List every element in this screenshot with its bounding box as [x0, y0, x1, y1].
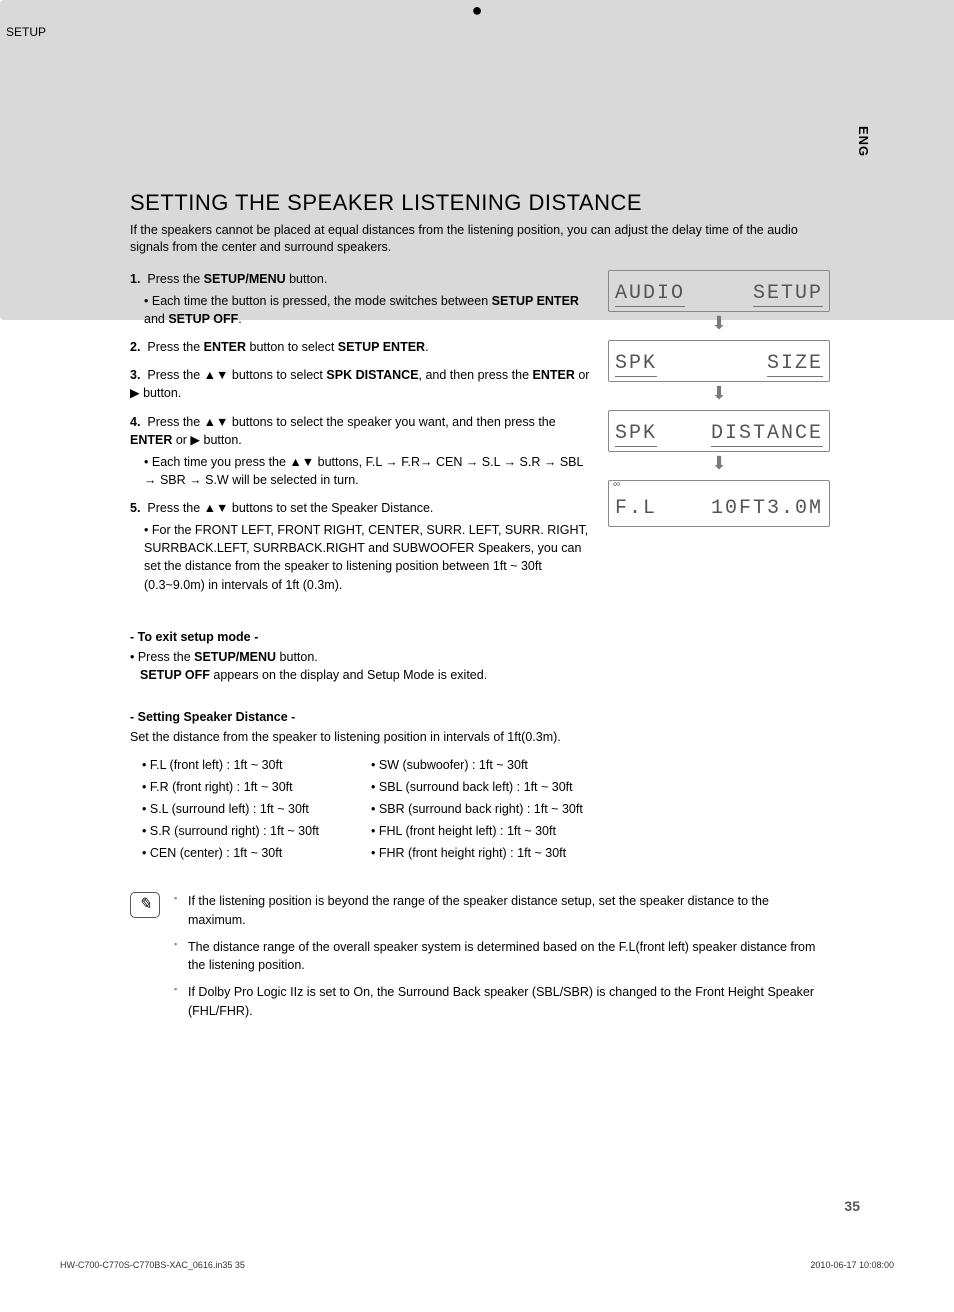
steps-list: 1. Press the SETUP/MENU button. Each tim…	[130, 270, 590, 594]
setting-heading: - Setting Speaker Distance -	[130, 710, 830, 724]
lang-tab: ENG	[856, 126, 871, 157]
note-item: If the listening position is beyond the …	[174, 892, 830, 938]
intro-text: If the speakers cannot be placed at equa…	[130, 222, 830, 256]
t: button.	[276, 650, 318, 664]
speaker-item: FHL (front height left) : 1ft ~ 30ft	[359, 820, 583, 842]
step-num: 5.	[130, 501, 140, 515]
section-label: SETUP	[6, 25, 46, 39]
t: Press the ▲▼ buttons to select the speak…	[147, 415, 555, 429]
display-3: SPK DISTANCE	[608, 410, 830, 452]
speaker-item: CEN (center) : 1ft ~ 30ft	[130, 842, 319, 864]
t: button.	[286, 272, 328, 286]
note-icon: ✎	[130, 892, 160, 918]
speaker-col-1: F.L (front left) : 1ft ~ 30ft F.R (front…	[130, 754, 319, 864]
d-left: AUDIO	[615, 282, 685, 307]
footer-right: 2010-06-17 10:08:00	[810, 1260, 894, 1270]
d-right: DISTANCE	[711, 422, 823, 447]
speaker-item: S.L (surround left) : 1ft ~ 30ft	[130, 798, 319, 820]
t: , and then press the	[419, 368, 533, 382]
d-left: SPK	[615, 352, 657, 377]
sub: Each time the button is pressed, the mod…	[144, 292, 590, 328]
display-stack: AUDIO SETUP ⬇ SPK SIZE ⬇ SPK DISTANCE ⬇ …	[608, 270, 830, 604]
t: SETUP/MENU	[194, 650, 276, 664]
note-box: ✎ If the listening position is beyond th…	[130, 892, 830, 1029]
down-arrow-icon: ⬇	[608, 454, 830, 472]
t: Press the ▲▼ buttons to set the Speaker …	[147, 501, 433, 515]
t: Press the	[147, 272, 203, 286]
down-arrow-icon: ⬇	[608, 314, 830, 332]
step-3: 3. Press the ▲▼ buttons to select SPK DI…	[130, 366, 590, 402]
exit-body: • Press the SETUP/MENU button. SETUP OFF…	[130, 648, 830, 684]
t: ENTER	[130, 433, 172, 447]
t: .	[238, 312, 241, 326]
display-4: F.L 10FT3.0M	[609, 492, 829, 524]
speaker-item: F.L (front left) : 1ft ~ 30ft	[130, 754, 319, 776]
step-num: 4.	[130, 415, 140, 429]
t: • Press the	[130, 650, 194, 664]
t: SETUP ENTER	[338, 340, 425, 354]
t: For the FRONT LEFT, FRONT RIGHT, CENTER,…	[144, 523, 588, 591]
t: or ▶ button.	[172, 433, 241, 447]
display-2: SPK SIZE	[608, 340, 830, 382]
step-1: 1. Press the SETUP/MENU button. Each tim…	[130, 270, 590, 328]
t: Each time you press the ▲▼ buttons, F.L …	[144, 455, 583, 487]
down-arrow-icon: ⬇	[608, 384, 830, 402]
speaker-item: SBL (surround back left) : 1ft ~ 30ft	[359, 776, 583, 798]
note-item: If Dolby Pro Logic IIz is set to On, the…	[174, 983, 830, 1029]
t: SETUP OFF	[140, 668, 210, 682]
t: SETUP ENTER	[492, 294, 579, 308]
setting-intro: Set the distance from the speaker to lis…	[130, 728, 830, 746]
step-5: 5. Press the ▲▼ buttons to set the Speak…	[130, 499, 590, 594]
footer-left: HW-C700-C770S-C770BS-XAC_0616.in35 35	[60, 1260, 245, 1270]
sub: Each time you press the ▲▼ buttons, F.L …	[144, 453, 590, 489]
section-bullet: ●	[6, 0, 948, 21]
t: button to select	[246, 340, 338, 354]
t: ENTER	[533, 368, 575, 382]
speaker-item: SW (subwoofer) : 1ft ~ 30ft	[359, 754, 583, 776]
t: and	[144, 312, 168, 326]
t: SPK DISTANCE	[326, 368, 418, 382]
t: SETUP OFF	[168, 312, 238, 326]
speaker-grid: F.L (front left) : 1ft ~ 30ft F.R (front…	[130, 754, 830, 864]
exit-heading: - To exit setup mode -	[130, 630, 830, 644]
speaker-item: SBR (surround back right) : 1ft ~ 30ft	[359, 798, 583, 820]
speaker-item: F.R (front right) : 1ft ~ 30ft	[130, 776, 319, 798]
t: SETUP/MENU	[204, 272, 286, 286]
note-list: If the listening position is beyond the …	[174, 892, 830, 1029]
sub: For the FRONT LEFT, FRONT RIGHT, CENTER,…	[144, 521, 590, 594]
footer: HW-C700-C770S-C770BS-XAC_0616.in35 35 20…	[60, 1260, 894, 1270]
t: appears on the display and Setup Mode is…	[210, 668, 487, 682]
page-title: SETTING THE SPEAKER LISTENING DISTANCE	[130, 190, 830, 216]
d-right: 10FT3.0M	[711, 497, 823, 520]
t: Press the	[147, 340, 203, 354]
t: .	[425, 340, 428, 354]
step-num: 1.	[130, 272, 140, 286]
page-content: SETTING THE SPEAKER LISTENING DISTANCE I…	[130, 190, 830, 1029]
t: Each time the button is pressed, the mod…	[152, 294, 492, 308]
step-2: 2. Press the ENTER button to select SETU…	[130, 338, 590, 356]
d-right: SETUP	[753, 282, 823, 307]
t: Press the ▲▼ buttons to select	[147, 368, 326, 382]
step-4: 4. Press the ▲▼ buttons to select the sp…	[130, 413, 590, 490]
note-item: The distance range of the overall speake…	[174, 938, 830, 984]
t: ENTER	[204, 340, 246, 354]
d-left: F.L	[615, 497, 657, 520]
step-num: 3.	[130, 368, 140, 382]
infinity-icon: ∞	[609, 479, 829, 490]
d-right: SIZE	[767, 352, 823, 377]
speaker-col-2: SW (subwoofer) : 1ft ~ 30ft SBL (surroun…	[359, 754, 583, 864]
speaker-item: S.R (surround right) : 1ft ~ 30ft	[130, 820, 319, 842]
step-num: 2.	[130, 340, 140, 354]
speaker-item: FHR (front height right) : 1ft ~ 30ft	[359, 842, 583, 864]
page-number: 35	[844, 1198, 860, 1214]
d-left: SPK	[615, 422, 657, 447]
display-1: AUDIO SETUP	[608, 270, 830, 312]
